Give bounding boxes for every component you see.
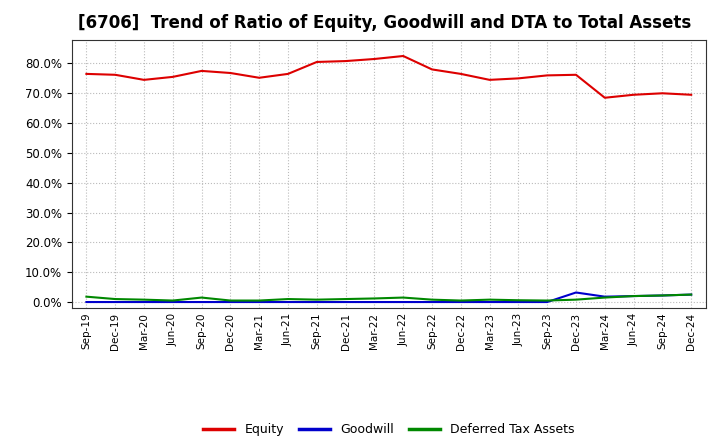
Deferred Tax Assets [168,298,177,303]
Equity [572,72,580,77]
Deferred Tax Assets [543,298,552,303]
Goodwill [428,299,436,304]
Deferred Tax Assets [226,298,235,303]
Deferred Tax Assets [197,295,206,300]
Goodwill [572,290,580,295]
Goodwill [629,293,638,299]
Goodwill [658,293,667,298]
Deferred Tax Assets [629,293,638,299]
Equity [428,67,436,72]
Goodwill [399,299,408,304]
Equity [600,95,609,100]
Deferred Tax Assets [658,293,667,298]
Goodwill [140,299,148,304]
Equity [658,91,667,96]
Deferred Tax Assets [428,297,436,302]
Equity [312,59,321,65]
Goodwill [111,299,120,304]
Equity [543,73,552,78]
Goodwill [687,292,696,297]
Equity [485,77,494,82]
Equity [514,76,523,81]
Equity [341,59,350,64]
Equity [456,71,465,77]
Equity [629,92,638,97]
Equity [226,70,235,76]
Line: Deferred Tax Assets: Deferred Tax Assets [86,295,691,301]
Equity [255,75,264,81]
Legend: Equity, Goodwill, Deferred Tax Assets: Equity, Goodwill, Deferred Tax Assets [198,418,580,440]
Equity [168,74,177,80]
Deferred Tax Assets [255,298,264,303]
Deferred Tax Assets [111,297,120,302]
Equity [370,56,379,62]
Deferred Tax Assets [687,292,696,297]
Goodwill [600,294,609,299]
Deferred Tax Assets [341,297,350,302]
Equity [140,77,148,82]
Goodwill [543,299,552,304]
Deferred Tax Assets [370,296,379,301]
Deferred Tax Assets [456,298,465,303]
Equity [687,92,696,97]
Goodwill [312,299,321,304]
Goodwill [456,299,465,304]
Goodwill [82,299,91,304]
Deferred Tax Assets [312,297,321,302]
Deferred Tax Assets [572,297,580,302]
Goodwill [226,299,235,304]
Goodwill [197,299,206,304]
Equity [82,71,91,77]
Deferred Tax Assets [284,297,292,302]
Equity [399,53,408,59]
Deferred Tax Assets [485,297,494,302]
Deferred Tax Assets [82,294,91,299]
Line: Goodwill: Goodwill [86,293,691,302]
Goodwill [284,299,292,304]
Equity [111,72,120,77]
Text: [6706]  Trend of Ratio of Equity, Goodwill and DTA to Total Assets: [6706] Trend of Ratio of Equity, Goodwil… [78,15,692,33]
Goodwill [370,299,379,304]
Goodwill [514,299,523,304]
Goodwill [341,299,350,304]
Goodwill [168,299,177,304]
Line: Equity: Equity [86,56,691,98]
Deferred Tax Assets [399,295,408,300]
Deferred Tax Assets [140,297,148,302]
Equity [284,71,292,77]
Goodwill [255,299,264,304]
Deferred Tax Assets [514,297,523,303]
Deferred Tax Assets [600,295,609,300]
Goodwill [485,299,494,304]
Equity [197,68,206,73]
